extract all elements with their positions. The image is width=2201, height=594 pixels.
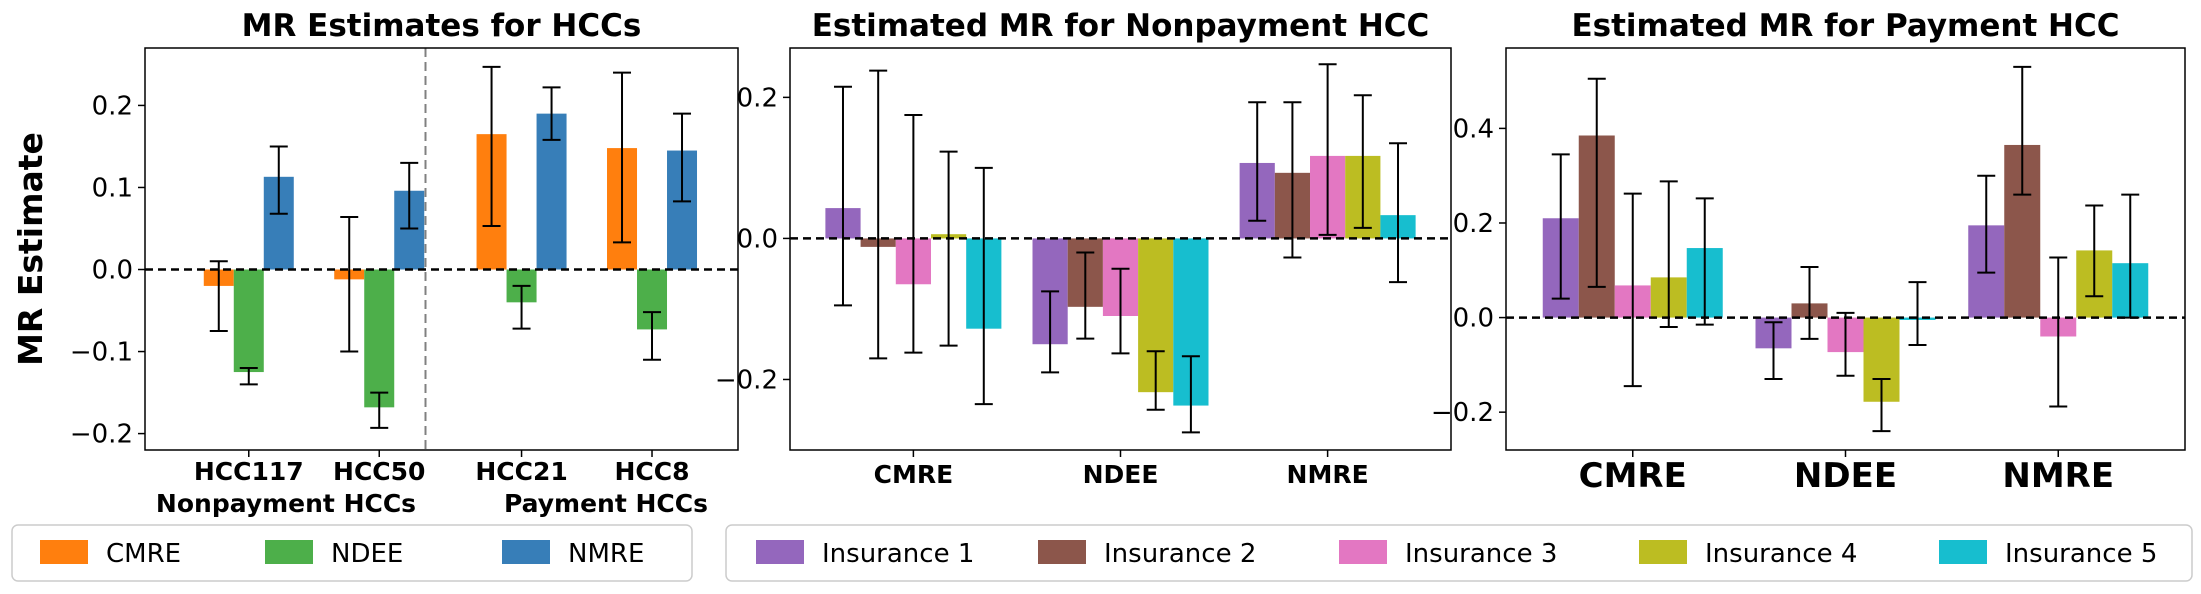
- y-tick-label: −0.2: [70, 420, 133, 450]
- legend-swatch-insurance-1: [756, 540, 804, 564]
- y-axis-label: MR Estimate: [11, 132, 50, 366]
- y-tick-label: 0.2: [92, 91, 133, 121]
- y-tick-label: −0.2: [715, 365, 778, 395]
- x-category-label: CMRE: [874, 460, 954, 489]
- bar-ndee: [233, 269, 264, 373]
- y-tick-label: 0.2: [737, 83, 778, 113]
- x-category-label: HCC50: [333, 457, 425, 486]
- legend-label: Insurance 3: [1405, 539, 1557, 569]
- bar-ndee: [364, 269, 395, 408]
- y-tick-label: 0.2: [1453, 209, 1494, 239]
- legend-swatch-ndee: [265, 540, 313, 564]
- group-label-nonpayment: Nonpayment HCCs: [156, 489, 416, 518]
- y-tick-label: 0.0: [737, 224, 778, 254]
- chart-title: MR Estimates for HCCs: [242, 8, 642, 44]
- x-category-label: HCC8: [615, 457, 690, 486]
- legend-label: NDEE: [331, 539, 403, 569]
- plot-frame: [144, 47, 739, 451]
- y-tick-label: 0.0: [1453, 304, 1494, 334]
- legend-insurance: Insurance 1 Insurance 2 Insurance 3 Insuran…: [725, 524, 2193, 582]
- legend-swatch-insurance-5: [1939, 540, 1987, 564]
- y-tick-label: 0.1: [92, 173, 133, 203]
- x-category-label: NMRE: [2002, 456, 2114, 496]
- chart-hcc-estimates: MR Estimates for HCCs −0.2 −0.1 0.0 0.1 0.2 MR…: [11, 8, 739, 518]
- legend-swatch-insurance-3: [1339, 540, 1387, 564]
- x-category-label: NDEE: [1794, 456, 1897, 496]
- legend-label: CMRE: [106, 539, 181, 569]
- x-category-label: NMRE: [1287, 460, 1369, 489]
- legend-frame: [11, 524, 693, 582]
- y-tick-label: −0.2: [1431, 398, 1494, 428]
- group-label-payment: Payment HCCs: [504, 489, 708, 518]
- chart-title: Estimated MR for Nonpayment HCC: [812, 8, 1430, 44]
- legend-frame: [725, 524, 2193, 582]
- y-tick-label: −0.1: [70, 338, 133, 368]
- x-category-label: NDEE: [1083, 460, 1159, 489]
- x-category-label: HCC117: [194, 457, 304, 486]
- legend-label: Insurance 1: [822, 539, 974, 569]
- legend-swatch-cmre: [40, 540, 88, 564]
- y-tick-label: 0.4: [1453, 114, 1494, 144]
- y-tick-label: 0.0: [92, 256, 133, 286]
- chart-payment-hcc: Estimated MR for Payment HCC −0.2 0.0 0.2 0.…: [1431, 8, 2186, 496]
- legend-label: Insurance 4: [1705, 539, 1857, 569]
- x-category-label: CMRE: [1579, 456, 1687, 496]
- legend-estimates: CMRE NDEE NMRE: [11, 524, 693, 582]
- legend-swatch-insurance-4: [1639, 540, 1687, 564]
- chart-title: Estimated MR for Payment HCC: [1571, 8, 2119, 44]
- legend-swatch-insurance-2: [1038, 540, 1086, 564]
- legend-label: Insurance 5: [2005, 539, 2157, 569]
- chart-nonpayment-hcc: Estimated MR for Nonpayment HCC −0.2 0.0 0.…: [715, 8, 1452, 489]
- legend-label: NMRE: [568, 539, 644, 569]
- legend-label: Insurance 2: [1104, 539, 1256, 569]
- legend-swatch-nmre: [502, 540, 550, 564]
- x-category-label: HCC21: [475, 457, 567, 486]
